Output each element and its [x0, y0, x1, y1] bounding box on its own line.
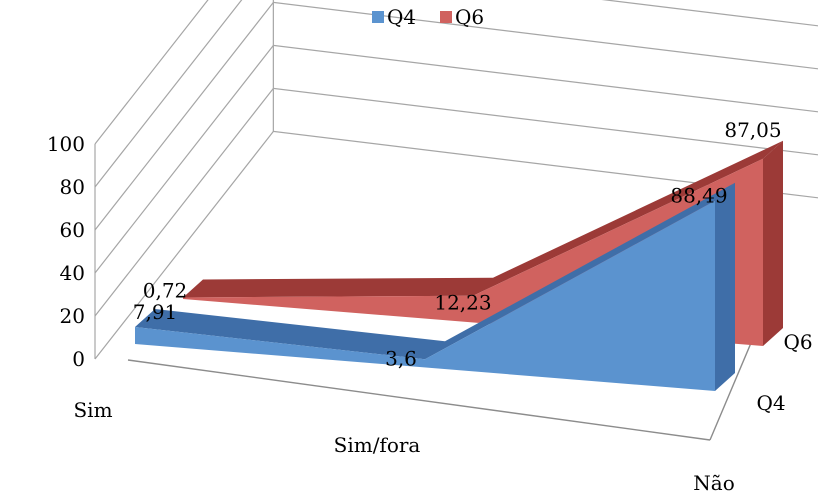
y-tick-label: 40	[60, 261, 85, 285]
x-tick-label: Não	[693, 471, 734, 495]
data-label-q4: 7,91	[133, 300, 178, 324]
data-label-q6: 12,23	[434, 291, 491, 315]
depth-tick-label: Q6	[783, 330, 812, 354]
area-top-q6	[183, 140, 783, 298]
y-tick-label: 60	[60, 218, 85, 242]
y-tick-label: 20	[60, 304, 85, 328]
gridlines	[94, 0, 818, 441]
x-tick-label: Sim	[73, 398, 112, 422]
x-tick-label: Sim/fora	[334, 433, 421, 457]
labels: 0 20 40 60 80 100 0,72 12,23 87,05 7,91 3,6 88,49 Si…	[47, 118, 813, 495]
data-label-q4: 3,6	[385, 346, 417, 370]
area-side-q6	[763, 140, 783, 346]
y-tick-label: 100	[47, 132, 85, 156]
data-label-q4: 88,49	[670, 184, 727, 208]
area-side-q4	[715, 182, 735, 391]
y-tick-label: 0	[72, 347, 85, 371]
series-layer	[135, 140, 783, 391]
gridline	[94, 0, 818, 188]
legend: Q4 Q6	[372, 5, 484, 29]
legend-label-q4: Q4	[387, 5, 416, 29]
legend-swatch-q4	[372, 11, 384, 23]
gridline	[94, 0, 209, 145]
depth-tick-label: Q4	[756, 391, 785, 415]
y-tick-label: 80	[60, 175, 85, 199]
legend-swatch-q6	[440, 11, 452, 23]
data-label-q6: 0,72	[143, 278, 188, 302]
area-q4	[135, 200, 715, 391]
x-axis	[127, 359, 711, 441]
legend-label-q6: Q6	[455, 5, 484, 29]
data-label-q6: 87,05	[724, 118, 781, 142]
